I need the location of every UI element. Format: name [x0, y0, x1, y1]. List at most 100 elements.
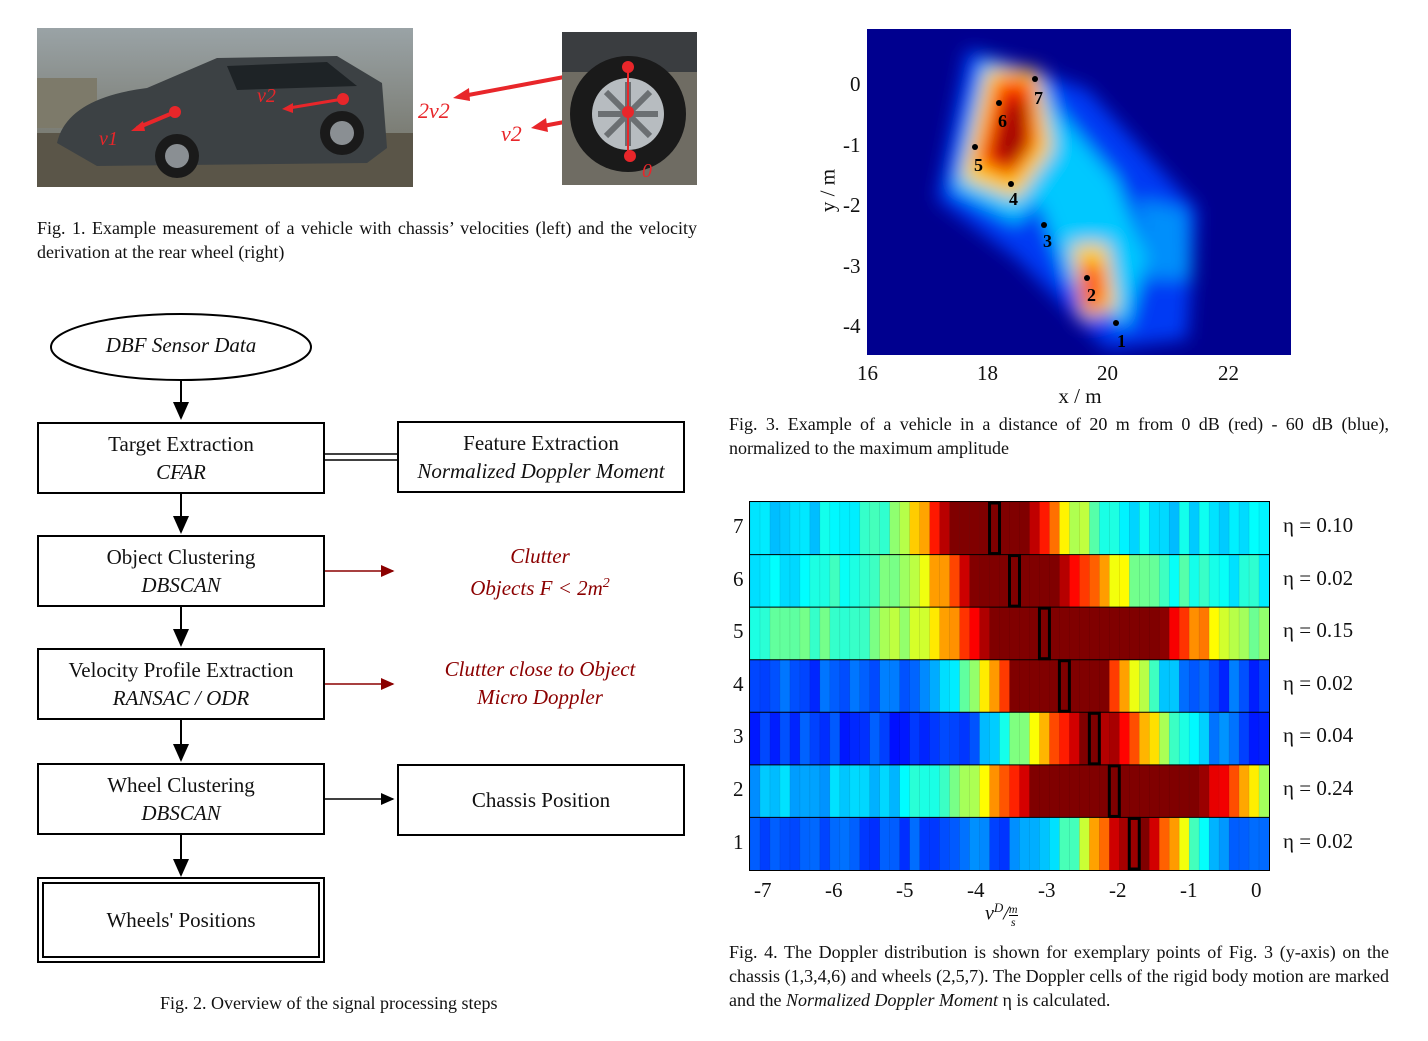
heatmap-cell — [1208, 606, 1220, 661]
heatmap-cell — [1178, 764, 1190, 818]
heatmap-cell — [969, 817, 981, 870]
x-tick: -7 — [754, 878, 772, 902]
heatmap-cell — [829, 712, 841, 766]
heatmap-cell — [849, 502, 861, 556]
heatmap-cell — [979, 554, 991, 608]
heatmap-cell — [1188, 606, 1200, 661]
heatmap-cell — [899, 554, 911, 608]
heatmap-cell — [869, 659, 881, 713]
v1-label: v1 — [99, 128, 118, 150]
heatmap-cell — [819, 502, 831, 556]
heatmap-cell — [959, 712, 971, 766]
heatmap-cell — [1208, 712, 1220, 766]
heatmap-cell — [869, 554, 881, 608]
heatmap-cell — [869, 606, 881, 661]
heatmap-cell — [899, 502, 911, 556]
v2-wheel-label: v2 — [501, 121, 522, 146]
heatmap-cell — [949, 712, 961, 766]
heatmap-cell — [1198, 502, 1210, 556]
heatmap-cell — [1049, 712, 1060, 766]
heatmap-cell — [969, 502, 981, 556]
rigid-body-cell-marker — [1107, 764, 1121, 818]
heatmap-cell — [869, 817, 881, 870]
heatmap-cell — [1049, 606, 1060, 661]
heatmap-cell — [939, 817, 951, 870]
heatmap-cell — [1228, 712, 1240, 766]
eta-value: η = 0.10 — [1283, 513, 1354, 537]
heatmap-cell — [879, 554, 891, 608]
heatmap-cell — [959, 659, 971, 713]
heatmap-cell — [1039, 817, 1050, 870]
y-tick: -2 — [843, 193, 861, 217]
heatmap-cell — [799, 659, 811, 713]
heatmap-cell — [1198, 712, 1210, 766]
heatmap-cell — [1119, 712, 1130, 766]
heatmap-cell — [1188, 712, 1200, 766]
point-label-4: 4 — [1009, 189, 1018, 209]
heatmap-cell — [1019, 606, 1031, 661]
heatmap-cell — [1148, 554, 1160, 608]
rigid-body-cell-marker — [988, 502, 1002, 556]
heatmap-cell — [979, 817, 991, 870]
heatmap-cell — [969, 764, 981, 818]
heatmap-cell — [1248, 502, 1260, 556]
heatmap-cell — [1258, 712, 1269, 766]
heatmap-cell — [799, 554, 811, 608]
heatmap-cell — [849, 554, 861, 608]
heatmap-cell — [1039, 659, 1050, 713]
heatmap-cell — [859, 659, 871, 713]
heatmap-cell — [1218, 554, 1230, 608]
heatmap-cell — [759, 817, 771, 870]
heatmap-cell — [879, 712, 891, 766]
heatmap-cell — [789, 817, 801, 870]
heatmap-cell — [1188, 502, 1200, 556]
heatmap-cell — [899, 712, 911, 766]
zero-label: 0 — [642, 160, 652, 182]
fig4-caption-a: Fig. 4. The Doppler distribution is show… — [729, 942, 1389, 1010]
heatmap-cell — [809, 712, 821, 766]
heatmap-cell — [789, 764, 801, 818]
clutter2-line2: Micro Doppler — [477, 685, 603, 709]
heatmap-cell — [1218, 606, 1230, 661]
heatmap-cell — [1029, 659, 1040, 713]
flow-step-method: DBSCAN — [141, 573, 221, 597]
heatmap-cell — [1208, 764, 1220, 818]
heatmap-cell — [839, 764, 851, 818]
heatmap-cell — [1168, 659, 1180, 713]
heatmap-cell — [899, 659, 911, 713]
heatmap-cell — [889, 554, 901, 608]
heatmap-cell — [1089, 817, 1100, 870]
flow-start: DBF Sensor Data — [105, 333, 257, 357]
heatmap-cell — [969, 712, 981, 766]
heatmap-cell — [919, 712, 931, 766]
heatmap-cell — [1059, 817, 1070, 870]
heatmap-cell — [1188, 817, 1200, 870]
heatmap-cell — [869, 502, 881, 556]
fig2-connectors — [50, 313, 397, 877]
heatmap-cell — [989, 659, 1001, 713]
heatmap-cell — [1009, 606, 1021, 661]
heatmap-cell — [1049, 554, 1060, 608]
heatmap-cell — [909, 712, 921, 766]
heatmap-cell — [839, 659, 851, 713]
x-tick: -2 — [1109, 878, 1127, 902]
heatmap-cell — [929, 817, 941, 870]
heatmap-cell — [769, 764, 781, 818]
heatmap-cell — [1228, 764, 1240, 818]
heatmap-cell — [1148, 817, 1160, 870]
heatmap-cell — [1208, 502, 1220, 556]
heatmap-cell — [789, 554, 801, 608]
heatmap-cell — [1059, 764, 1070, 818]
heatmap-cell — [959, 502, 971, 556]
rigid-body-cell-marker — [1127, 816, 1141, 870]
heatmap-cell — [779, 606, 791, 661]
heatmap-cell — [1218, 712, 1230, 766]
heatmap-cell — [759, 659, 771, 713]
flow-step-object-clustering: Object Clustering DBSCAN — [37, 535, 325, 607]
heatmap-cell — [799, 712, 811, 766]
heatmap-cell — [1139, 606, 1150, 661]
y-tick: -1 — [843, 133, 861, 157]
heatmap-cell — [879, 659, 891, 713]
point-label-2: 2 — [1087, 285, 1096, 305]
heatmap-cell — [799, 817, 811, 870]
